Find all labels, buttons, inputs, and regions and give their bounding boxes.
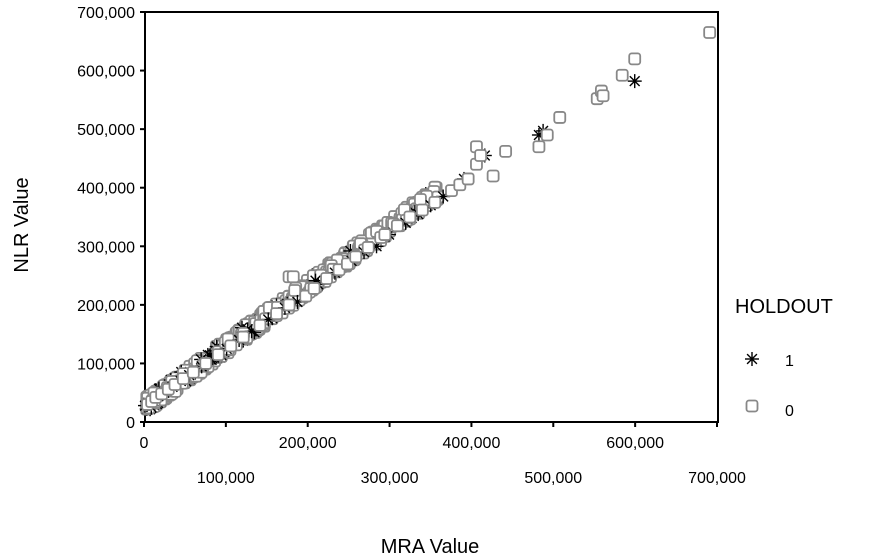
x-tick-label: 600,000 [606, 435, 664, 452]
y-tick-label: 300,000 [77, 239, 135, 256]
data-point-square [461, 172, 475, 186]
y-tick-label: 500,000 [77, 122, 135, 139]
plot-area [138, 11, 719, 423]
legend-item-0: 0 [745, 399, 794, 420]
data-point-square [378, 228, 392, 241]
data-point-square [253, 318, 267, 332]
points-layer [138, 26, 717, 417]
data-point-square [499, 144, 513, 158]
data-point-square [282, 298, 296, 312]
data-point-square [236, 330, 250, 344]
legend-label-0: 0 [785, 403, 794, 420]
legend-label-1: 1 [785, 353, 794, 370]
data-point-square [403, 210, 417, 224]
data-point-square [553, 111, 567, 124]
data-point-asterisk [627, 74, 642, 89]
y-tick-label: 100,000 [77, 356, 135, 373]
x-tick-label: 200,000 [279, 435, 337, 452]
data-point-square [703, 26, 717, 39]
data-point-square [176, 372, 190, 386]
data-point-square [307, 282, 321, 295]
y-tick-label: 0 [126, 415, 135, 432]
legend: HOLDOUT 1 0 [735, 296, 833, 420]
y-axis-title: NLR Value [11, 177, 33, 272]
series-1 [138, 74, 642, 413]
x-tick-label: 500,000 [524, 470, 582, 487]
data-point-square [270, 307, 283, 321]
data-point-square [486, 169, 500, 183]
data-point-square [415, 203, 429, 217]
asterisk-marker [745, 352, 759, 366]
y-axis: 0 100,000 200,000 300,000 400,000 500,000 600,… [77, 5, 145, 432]
x-axis-title: MRA Value [381, 536, 480, 558]
series-0 [141, 26, 717, 411]
data-point-square [224, 339, 238, 353]
plot-frame [144, 11, 719, 423]
data-point-square [540, 128, 554, 142]
y-tick-label: 400,000 [77, 181, 135, 198]
x-tick-label: 700,000 [688, 470, 746, 487]
x-tick-label: 100,000 [197, 470, 255, 487]
legend-item-1: 1 [745, 352, 794, 370]
y-tick-label: 200,000 [77, 298, 135, 315]
data-point-square [288, 284, 302, 297]
legend-title: HOLDOUT [735, 296, 833, 318]
data-point-square [211, 348, 225, 362]
x-tick-label: 400,000 [443, 435, 501, 452]
data-point-square [349, 250, 363, 264]
data-point-square [186, 365, 200, 379]
y-tick-label: 700,000 [77, 5, 135, 22]
data-point-square [199, 357, 213, 370]
data-point-square [414, 193, 427, 206]
data-point-square [628, 52, 642, 66]
data-point-square [361, 241, 375, 254]
data-point-square [596, 89, 610, 103]
data-point-square [428, 195, 442, 209]
x-tick-label: 300,000 [361, 470, 419, 487]
data-point-square [390, 219, 404, 233]
y-tick-label: 600,000 [77, 64, 135, 81]
data-point-square [474, 149, 488, 162]
data-point-square [532, 140, 546, 154]
legend-square-icon [745, 399, 759, 413]
square-marker [745, 399, 759, 413]
x-axis: 0 100,000 200,000 300,000 400,000 500,000 600,… [140, 422, 746, 487]
data-point-square [320, 272, 333, 285]
data-point-square [286, 270, 300, 284]
data-point-square [615, 68, 629, 82]
legend-asterisk-icon [745, 352, 759, 366]
x-tick-label: 0 [140, 435, 149, 452]
